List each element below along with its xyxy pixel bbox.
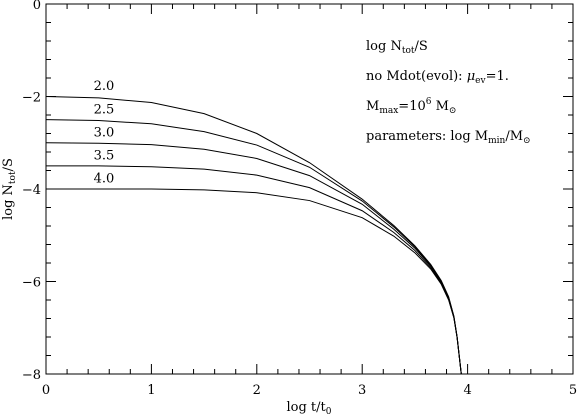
y-tick-label: 0	[33, 0, 41, 13]
x-tick-label: 4	[463, 383, 471, 398]
series-line-4.0	[46, 188, 462, 375]
x-tick-label: 0	[42, 383, 50, 398]
annotation-line: parameters: log Mmin/M⊙	[366, 129, 531, 146]
series-label: 3.0	[94, 125, 115, 140]
x-tick-label: 3	[358, 383, 366, 398]
annotation-line: Mmax=106 M⊙	[366, 97, 456, 116]
series-line-3.5	[46, 165, 462, 375]
y-tick-label: −4	[22, 183, 41, 198]
series-label: 2.0	[94, 79, 115, 94]
y-tick-label: −2	[22, 91, 41, 106]
annotation-line: log Ntot/S	[366, 39, 428, 56]
annotation-line: no Mdot(evol): μev=1.	[366, 69, 509, 86]
x-tick-label: 1	[147, 383, 155, 398]
y-tick-label: −6	[22, 276, 41, 291]
x-tick-label: 5	[569, 383, 577, 398]
series-label: 3.5	[94, 149, 115, 164]
annotations: log Ntot/S no Mdot(evol): μev=1. Mmax=106 …	[366, 39, 531, 146]
series-label: 2.5	[94, 102, 115, 117]
series-labels: 2.0 2.5 3.0 3.5 4.0	[94, 79, 115, 187]
tick-labels: 0 1 2 3 4 5 0 −2 −4 −6 −8	[22, 0, 577, 398]
y-tick-label: −8	[22, 368, 41, 383]
series-label: 4.0	[94, 172, 115, 187]
series-curves	[45, 96, 462, 375]
y-axis-title: log Ntot/S	[1, 158, 18, 220]
x-axis-title: log t/t0	[286, 400, 331, 416]
x-tick-label: 2	[253, 383, 261, 398]
